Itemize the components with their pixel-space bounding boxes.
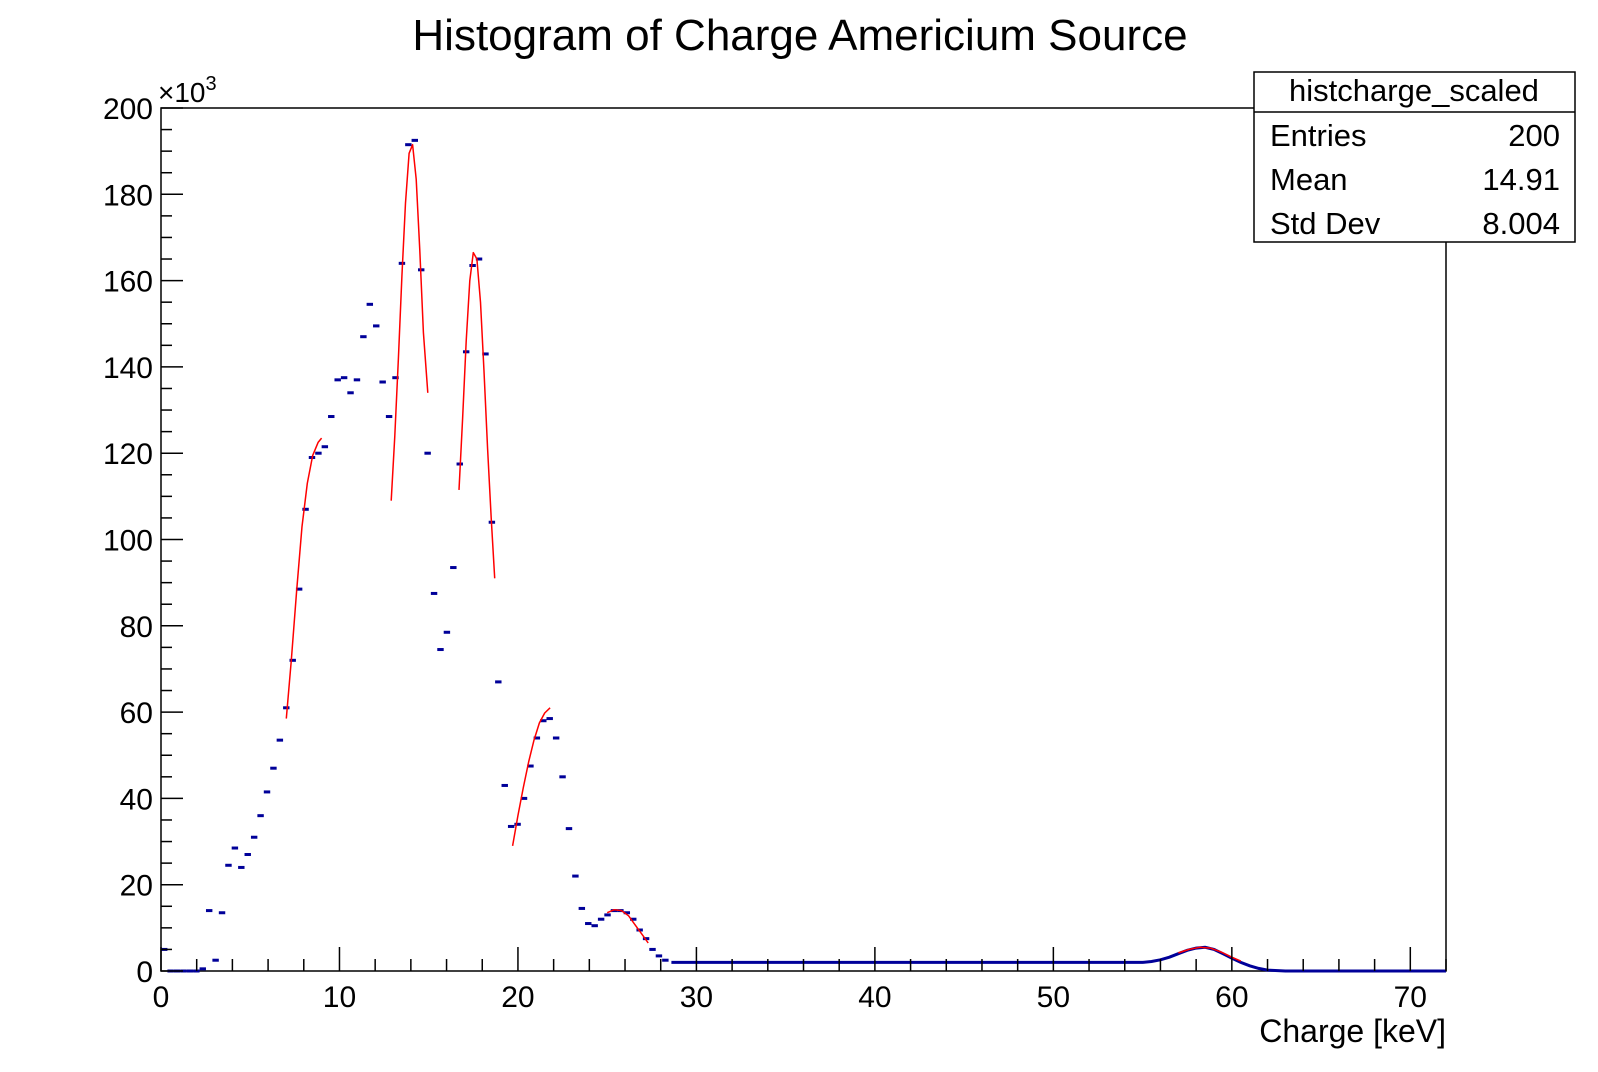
x-tick-label: 40 — [858, 981, 891, 1014]
y-tick-label: 140 — [103, 352, 153, 385]
y-tick-label: 0 — [136, 956, 153, 989]
y-tick-label: 200 — [103, 93, 153, 126]
x-tick-label: 10 — [323, 981, 356, 1014]
stats-box: histcharge_scaled Entries 200 Mean 14.91… — [1253, 71, 1576, 243]
x-tick-label: 30 — [680, 981, 713, 1014]
stats-box-frame — [1253, 71, 1576, 243]
y-tick-label: 160 — [103, 266, 153, 299]
stats-label-stddev: Std Dev — [1270, 206, 1381, 241]
stats-label-mean: Mean — [1270, 162, 1348, 197]
stats-value-entries: 200 — [1508, 118, 1560, 153]
y-exponent-label: ×103 — [158, 73, 217, 108]
fit-curve-5 — [511, 707, 551, 847]
stats-label-entries: Entries — [1270, 118, 1366, 153]
fit-curve-2 — [285, 437, 323, 719]
x-tick-label: 50 — [1037, 981, 1070, 1014]
axis-layer: 0 10 20 30 40 50 60 70 0 20 40 60 80 100 120 140 160 180 2… — [103, 93, 1447, 1014]
data-layer — [161, 138, 1446, 973]
x-tick-label: 0 — [153, 981, 170, 1014]
data-tail-line — [671, 945, 1446, 973]
stats-box-title: histcharge_scaled — [1289, 73, 1539, 108]
y-tick-label: 40 — [120, 783, 153, 816]
y-tick-label: 60 — [120, 697, 153, 730]
x-tick-label: 60 — [1215, 981, 1248, 1014]
stats-value-stddev: 8.004 — [1482, 206, 1560, 241]
fit-curve-6 — [606, 908, 649, 944]
y-tick-label: 100 — [103, 525, 153, 558]
y-tick-label: 120 — [103, 438, 153, 471]
x-tick-label: 20 — [501, 981, 534, 1014]
x-axis-label: Charge [keV] — [1259, 1013, 1446, 1049]
fit-curve-3 — [390, 143, 429, 501]
y-tick-label: 80 — [120, 611, 153, 644]
y-tick-label: 180 — [103, 179, 153, 212]
chart-title: Histogram of Charge Americium Source — [412, 11, 1187, 60]
y-exponent-base: ×10 — [158, 77, 206, 108]
stats-value-mean: 14.91 — [1482, 162, 1560, 197]
x-tick-label: 70 — [1394, 981, 1427, 1014]
fit-curve-4 — [458, 251, 496, 579]
y-exponent-power: 3 — [206, 73, 217, 95]
y-tick-label: 20 — [120, 870, 153, 903]
